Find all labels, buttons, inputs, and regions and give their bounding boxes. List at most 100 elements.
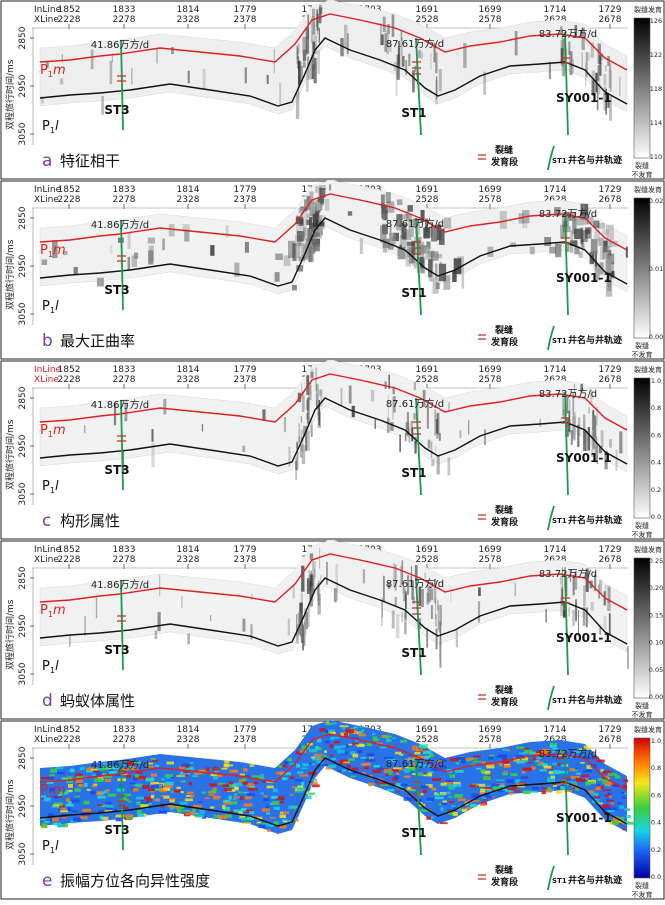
attribute-streak (562, 226, 571, 232)
attribute-speckle (262, 780, 269, 783)
attribute-speckle (502, 773, 508, 776)
attribute-streak (384, 33, 387, 52)
well-name-label: ST1 (401, 106, 426, 120)
attribute-streak (414, 258, 417, 269)
attribute-streak (302, 61, 306, 68)
attribute-streak (591, 419, 595, 442)
attribute-speckle (192, 804, 202, 809)
attribute-streak (168, 224, 175, 237)
panel-e: InLineXLine18522228183322781814232817792… (0, 720, 665, 900)
attribute-speckle (508, 792, 513, 795)
horizon-p1l-label: P1l (42, 299, 59, 315)
attribute-streak (302, 254, 310, 259)
attribute-speckle (358, 733, 366, 737)
attribute-streak (599, 626, 601, 635)
panel-title: 最大正曲率 (60, 332, 135, 350)
attribute-speckle (485, 763, 495, 766)
attribute-streak (568, 410, 571, 433)
attribute-streak (311, 54, 314, 80)
well-trajectory (120, 399, 124, 491)
attribute-speckle (542, 763, 548, 767)
inline-axis-label: InLine (34, 185, 62, 195)
attribute-speckle (376, 742, 383, 745)
attribute-streak (597, 65, 600, 82)
attribute-streak (569, 242, 574, 253)
xline-tick-label: 2228 (58, 555, 81, 565)
attribute-speckle (72, 810, 78, 813)
legend-well-tag: ST1 (552, 877, 567, 885)
attribute-speckle (333, 741, 340, 744)
attribute-speckle (414, 752, 421, 755)
attribute-speckle (602, 771, 606, 775)
attribute-streak (603, 616, 607, 630)
attribute-speckle (192, 808, 196, 812)
legend-well-symbol (547, 145, 555, 171)
attribute-speckle (383, 735, 392, 738)
attribute-speckle (570, 783, 577, 786)
well-name-label: ST3 (104, 283, 129, 297)
attribute-speckle (107, 793, 116, 797)
attribute-speckle (394, 775, 400, 779)
attribute-speckle (101, 804, 107, 807)
attribute-streak (399, 244, 402, 250)
attribute-streak (296, 218, 302, 235)
attribute-speckle (599, 786, 604, 789)
attribute-speckle (232, 798, 237, 801)
legend-well-label: 井名与井轨迹 (568, 874, 622, 886)
attribute-streak (510, 242, 516, 247)
attribute-speckle (179, 766, 186, 770)
attribute-speckle (308, 749, 318, 753)
attribute-streak (585, 431, 588, 452)
attribute-streak (435, 263, 438, 280)
attribute-speckle (137, 813, 146, 818)
attribute-streak (408, 428, 411, 443)
attribute-speckle (334, 745, 342, 750)
attribute-streak (569, 399, 571, 413)
attribute-streak (604, 450, 608, 470)
attribute-streak (585, 228, 591, 234)
attribute-streak (599, 580, 603, 595)
attribute-streak (561, 588, 564, 606)
colorbar-bottom-label: 不发育 (632, 350, 653, 359)
attribute-streak (319, 188, 326, 198)
attribute-speckle (611, 821, 619, 825)
y-tick-label: 2950 (18, 74, 28, 97)
colorbar-top-label: 裂缝发育 (634, 5, 662, 14)
attribute-streak (306, 36, 308, 56)
attribute-speckle (623, 779, 629, 783)
attribute-speckle (359, 726, 364, 728)
attribute-streak (407, 205, 413, 212)
attribute-streak (597, 222, 606, 229)
attribute-streak (583, 430, 586, 451)
attribute-speckle (145, 777, 155, 782)
attribute-streak (318, 7, 323, 15)
attribute-speckle (607, 792, 612, 795)
horizon-p1m-line (39, 733, 628, 791)
attribute-streak (303, 226, 306, 237)
attribute-streak (424, 572, 426, 580)
attribute-speckle (120, 806, 129, 809)
inline-tick-label: 1779 (234, 185, 257, 195)
inline-tick-label: 1852 (58, 185, 81, 195)
attribute-streak (390, 422, 394, 431)
attribute-speckle (626, 815, 632, 819)
attribute-streak (588, 407, 590, 414)
attribute-speckle (198, 801, 203, 803)
attribute-speckle (122, 768, 129, 771)
attribute-speckle (248, 787, 258, 791)
well-name-label: ST1 (401, 286, 426, 300)
attribute-streak (568, 607, 570, 617)
legend-fracture-label: 发育段 (490, 696, 519, 708)
inline-tick-label: 1691 (416, 365, 439, 375)
attribute-speckle (41, 777, 50, 780)
attribute-streak (405, 591, 407, 609)
attribute-speckle (180, 791, 184, 794)
attribute-speckle (606, 799, 614, 802)
panel-letter: d (42, 691, 53, 711)
attribute-streak (340, 38, 344, 57)
attribute-speckle (495, 779, 505, 782)
attribute-streak (392, 563, 396, 588)
attribute-speckle (403, 797, 413, 801)
attribute-speckle (427, 771, 434, 773)
attribute-streak (438, 433, 441, 441)
